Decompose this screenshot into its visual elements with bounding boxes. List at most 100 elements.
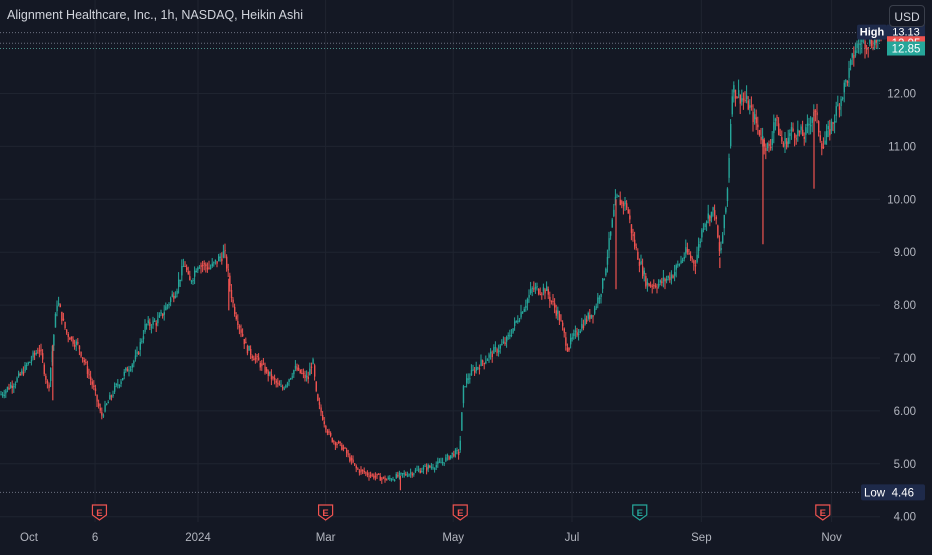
candle-body-56 — [90, 376, 92, 380]
candle-body-187 — [299, 369, 301, 374]
candle-body-21 — [34, 353, 36, 355]
candle-body-544 — [870, 39, 873, 46]
candle-body-232 — [371, 474, 373, 476]
candle-body-352 — [563, 328, 565, 333]
candle-body-323 — [517, 321, 519, 323]
candle-body-222 — [355, 465, 357, 469]
earnings-marker-2[interactable] — [452, 504, 468, 521]
candle-body-440 — [704, 223, 706, 228]
candle-body-272 — [435, 465, 437, 468]
candle-body-37 — [59, 304, 61, 308]
y-tick-label: 12.00 — [887, 88, 916, 100]
currency-button[interactable]: USD — [889, 5, 925, 27]
candle-body-5 — [8, 387, 10, 390]
candle-body-419 — [670, 274, 673, 279]
earnings-marker-1[interactable] — [318, 504, 334, 521]
candle-body-459 — [734, 89, 737, 99]
candle-body-505 — [808, 124, 810, 126]
candle-body-417 — [667, 276, 669, 278]
candle-body-398 — [637, 251, 639, 260]
earnings-marker-0[interactable] — [91, 504, 108, 521]
candle-body-138 — [221, 258, 223, 262]
high-tag-bg — [857, 24, 887, 40]
candle-body-250 — [400, 472, 402, 474]
candle-body-476 — [762, 135, 764, 139]
candle-body-445 — [712, 207, 714, 211]
candle-body-151 — [242, 333, 244, 337]
candle-body-55 — [88, 374, 90, 376]
candle-body-0 — [0, 394, 2, 396]
candle-body-359 — [574, 330, 577, 333]
candle-body-242 — [387, 477, 389, 479]
candle-body-520 — [832, 122, 834, 124]
candle-body-388 — [621, 201, 623, 204]
candle-body-535 — [856, 43, 858, 48]
candle-body-92 — [147, 320, 149, 324]
candle-body-471 — [754, 114, 756, 120]
candle-body-482 — [771, 138, 773, 145]
candle-body-220 — [352, 459, 354, 463]
earnings-marker-4[interactable] — [815, 504, 831, 521]
candle-body-411 — [658, 283, 660, 287]
candle-body-24 — [38, 349, 41, 352]
candle-body-233 — [373, 475, 375, 478]
candle-body-206 — [330, 433, 332, 436]
candle-body-452 — [723, 215, 725, 229]
candle-body-536 — [858, 43, 860, 45]
x-tick-label: Nov — [821, 532, 842, 544]
candle-body-216 — [346, 449, 348, 454]
candle-body-142 — [227, 269, 229, 271]
candle-body-458 — [733, 85, 735, 93]
candle-body-191 — [306, 375, 308, 378]
low-value: 4.46 — [892, 487, 914, 499]
x-tick-label: Sep — [691, 532, 711, 544]
candle-body-129 — [206, 267, 209, 270]
candle-body-33 — [53, 334, 55, 346]
candle-body-425 — [680, 260, 682, 264]
candle-body-387 — [619, 199, 621, 206]
candle-body-470 — [752, 111, 754, 123]
candle-body-463 — [741, 98, 743, 102]
candle-body-479 — [766, 142, 769, 149]
candle-body-537 — [859, 43, 861, 45]
candle-body-447 — [715, 216, 717, 220]
candle-body-278 — [445, 457, 447, 462]
candle-body-510 — [816, 112, 818, 116]
earnings-marker-3[interactable] — [632, 504, 648, 521]
time-axis[interactable]: Oct 6 2024 Mar May Jul Sep Nov — [20, 532, 842, 544]
x-tick-label: 6 — [92, 532, 98, 544]
candle-body-23 — [37, 352, 39, 354]
candle-body-22 — [35, 352, 37, 355]
candle-body-500 — [800, 126, 802, 131]
candle-body-457 — [731, 96, 733, 115]
candle-body-485 — [776, 117, 778, 119]
candle-body-141 — [226, 256, 228, 269]
earnings-marker-label: E — [637, 508, 643, 519]
candle-body-213 — [341, 444, 343, 450]
candle-body-327 — [523, 309, 525, 312]
candle-body-268 — [429, 465, 431, 468]
candle-body-261 — [418, 469, 420, 471]
candle-body-245 — [392, 479, 394, 481]
candle-body-456 — [730, 123, 732, 147]
candle-body-98 — [157, 318, 159, 324]
candle-body-394 — [630, 224, 633, 234]
candle-body-13 — [21, 370, 23, 374]
candle-body-135 — [216, 261, 218, 264]
candle-body-43 — [69, 337, 71, 340]
candle-body-165 — [264, 366, 266, 373]
candle-body-153 — [245, 341, 247, 344]
candle-body-160 — [256, 355, 258, 358]
price-axis[interactable]: 4.00 5.00 6.00 7.00 8.00 9.00 10.00 11.00 12.00 — [887, 88, 916, 523]
candle-body-545 — [872, 46, 874, 49]
candle-body-125 — [200, 265, 202, 267]
bid-price-tag: 12.85 — [892, 44, 921, 56]
candle-body-409 — [654, 285, 657, 288]
candle-body-122 — [195, 271, 197, 273]
candle-body-302 — [483, 362, 485, 365]
